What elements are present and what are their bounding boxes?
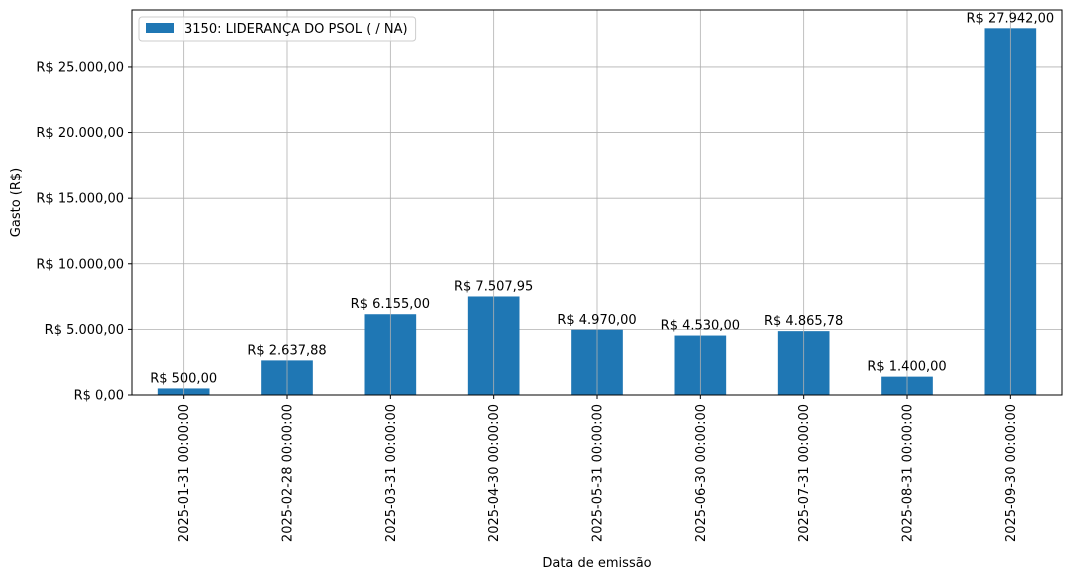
y-tick-label: R$ 10.000,00	[36, 257, 124, 272]
y-tick-label: R$ 15.000,00	[36, 192, 124, 207]
x-tick-label: 2025-02-28 00:00:00	[281, 404, 296, 542]
y-tick-label: R$ 0,00	[74, 389, 124, 404]
y-tick-label: R$ 5.000,00	[45, 323, 124, 338]
legend-box	[138, 16, 417, 42]
bar-value-label: R$ 27.942,00	[967, 11, 1055, 26]
bar-value-label: R$ 4.530,00	[661, 319, 740, 334]
y-tick-label: R$ 20.000,00	[36, 126, 124, 141]
bar-value-label: R$ 7.507,95	[454, 279, 533, 294]
y-axis-label: Gasto (R$)	[9, 168, 24, 237]
vertical-grid	[183, 10, 1011, 395]
legend-label: 3150: LIDERANÇA DO PSOL ( / NA)	[184, 22, 408, 37]
bar-value-labels: R$ 500,00 R$ 2.637,88 R$ 6.155,00 R$ 7.507,…	[150, 11, 1054, 386]
legend: 3150: LIDERANÇA DO PSOL ( / NA)	[138, 16, 417, 42]
bar-value-label: R$ 4.865,78	[764, 314, 843, 329]
y-axis-ticks: R$ 0,00 R$ 5.000,00 R$ 10.000,00 R$ 15.000,…	[36, 60, 132, 404]
x-tick-label: 2025-07-31 00:00:00	[797, 404, 812, 542]
x-tick-label: 2025-01-31 00:00:00	[177, 404, 192, 542]
legend-swatch	[146, 23, 174, 33]
x-tick-label: 2025-08-31 00:00:00	[901, 404, 916, 542]
x-tick-label: 2025-06-30 00:00:00	[694, 404, 709, 542]
x-tick-label: 2025-03-31 00:00:00	[384, 404, 399, 542]
bar-value-label: R$ 1.400,00	[867, 360, 946, 375]
x-tick-label: 2025-04-30 00:00:00	[487, 404, 502, 542]
bar-value-label: R$ 4.970,00	[557, 313, 636, 328]
x-axis-ticks: 2025-01-31 00:00:00 2025-02-28 00:00:00 20…	[177, 395, 1019, 542]
x-tick-label: 2025-05-31 00:00:00	[591, 404, 606, 542]
bar-value-label: R$ 2.637,88	[247, 343, 326, 358]
x-tick-label: 2025-09-30 00:00:00	[1004, 404, 1019, 542]
bar-value-label: R$ 6.155,00	[351, 297, 430, 312]
bar-value-label: R$ 500,00	[150, 371, 217, 386]
x-axis-label: Data de emissão	[542, 556, 651, 571]
y-tick-label: R$ 25.000,00	[36, 60, 124, 75]
